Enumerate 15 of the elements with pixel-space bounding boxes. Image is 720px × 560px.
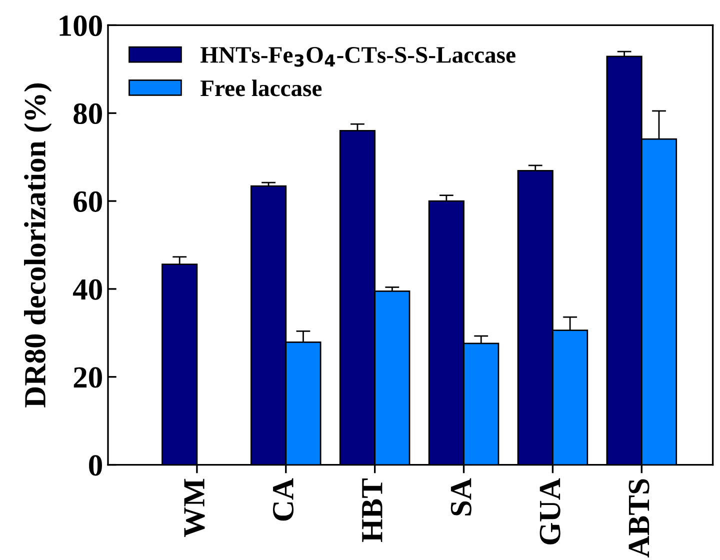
- y-tick-label: 100: [60, 15, 102, 36]
- x-tick-label: ABTS: [628, 479, 650, 558]
- y-tick-label: 40: [73, 279, 102, 300]
- y-axis-title: DR80 decolorization (%): [24, 83, 52, 408]
- y-tick-label: 0: [89, 455, 102, 476]
- y-tick-label: 60: [74, 191, 102, 212]
- x-tick-label: CA: [272, 478, 294, 521]
- y-tick-label: 80: [74, 103, 102, 124]
- x-tick-label: GUA: [540, 478, 560, 544]
- x-tick-label: HBT: [362, 478, 382, 542]
- x-tick-label: WM: [184, 478, 205, 537]
- y-tick-label: 20: [74, 367, 102, 388]
- legend-label: Free laccase: [200, 80, 322, 96]
- legend-label: HNTs-Fe$_{3}$O$_{4}$-CTs-S-S-Laccase: [200, 47, 516, 67]
- x-tick-label: SA: [450, 478, 472, 516]
